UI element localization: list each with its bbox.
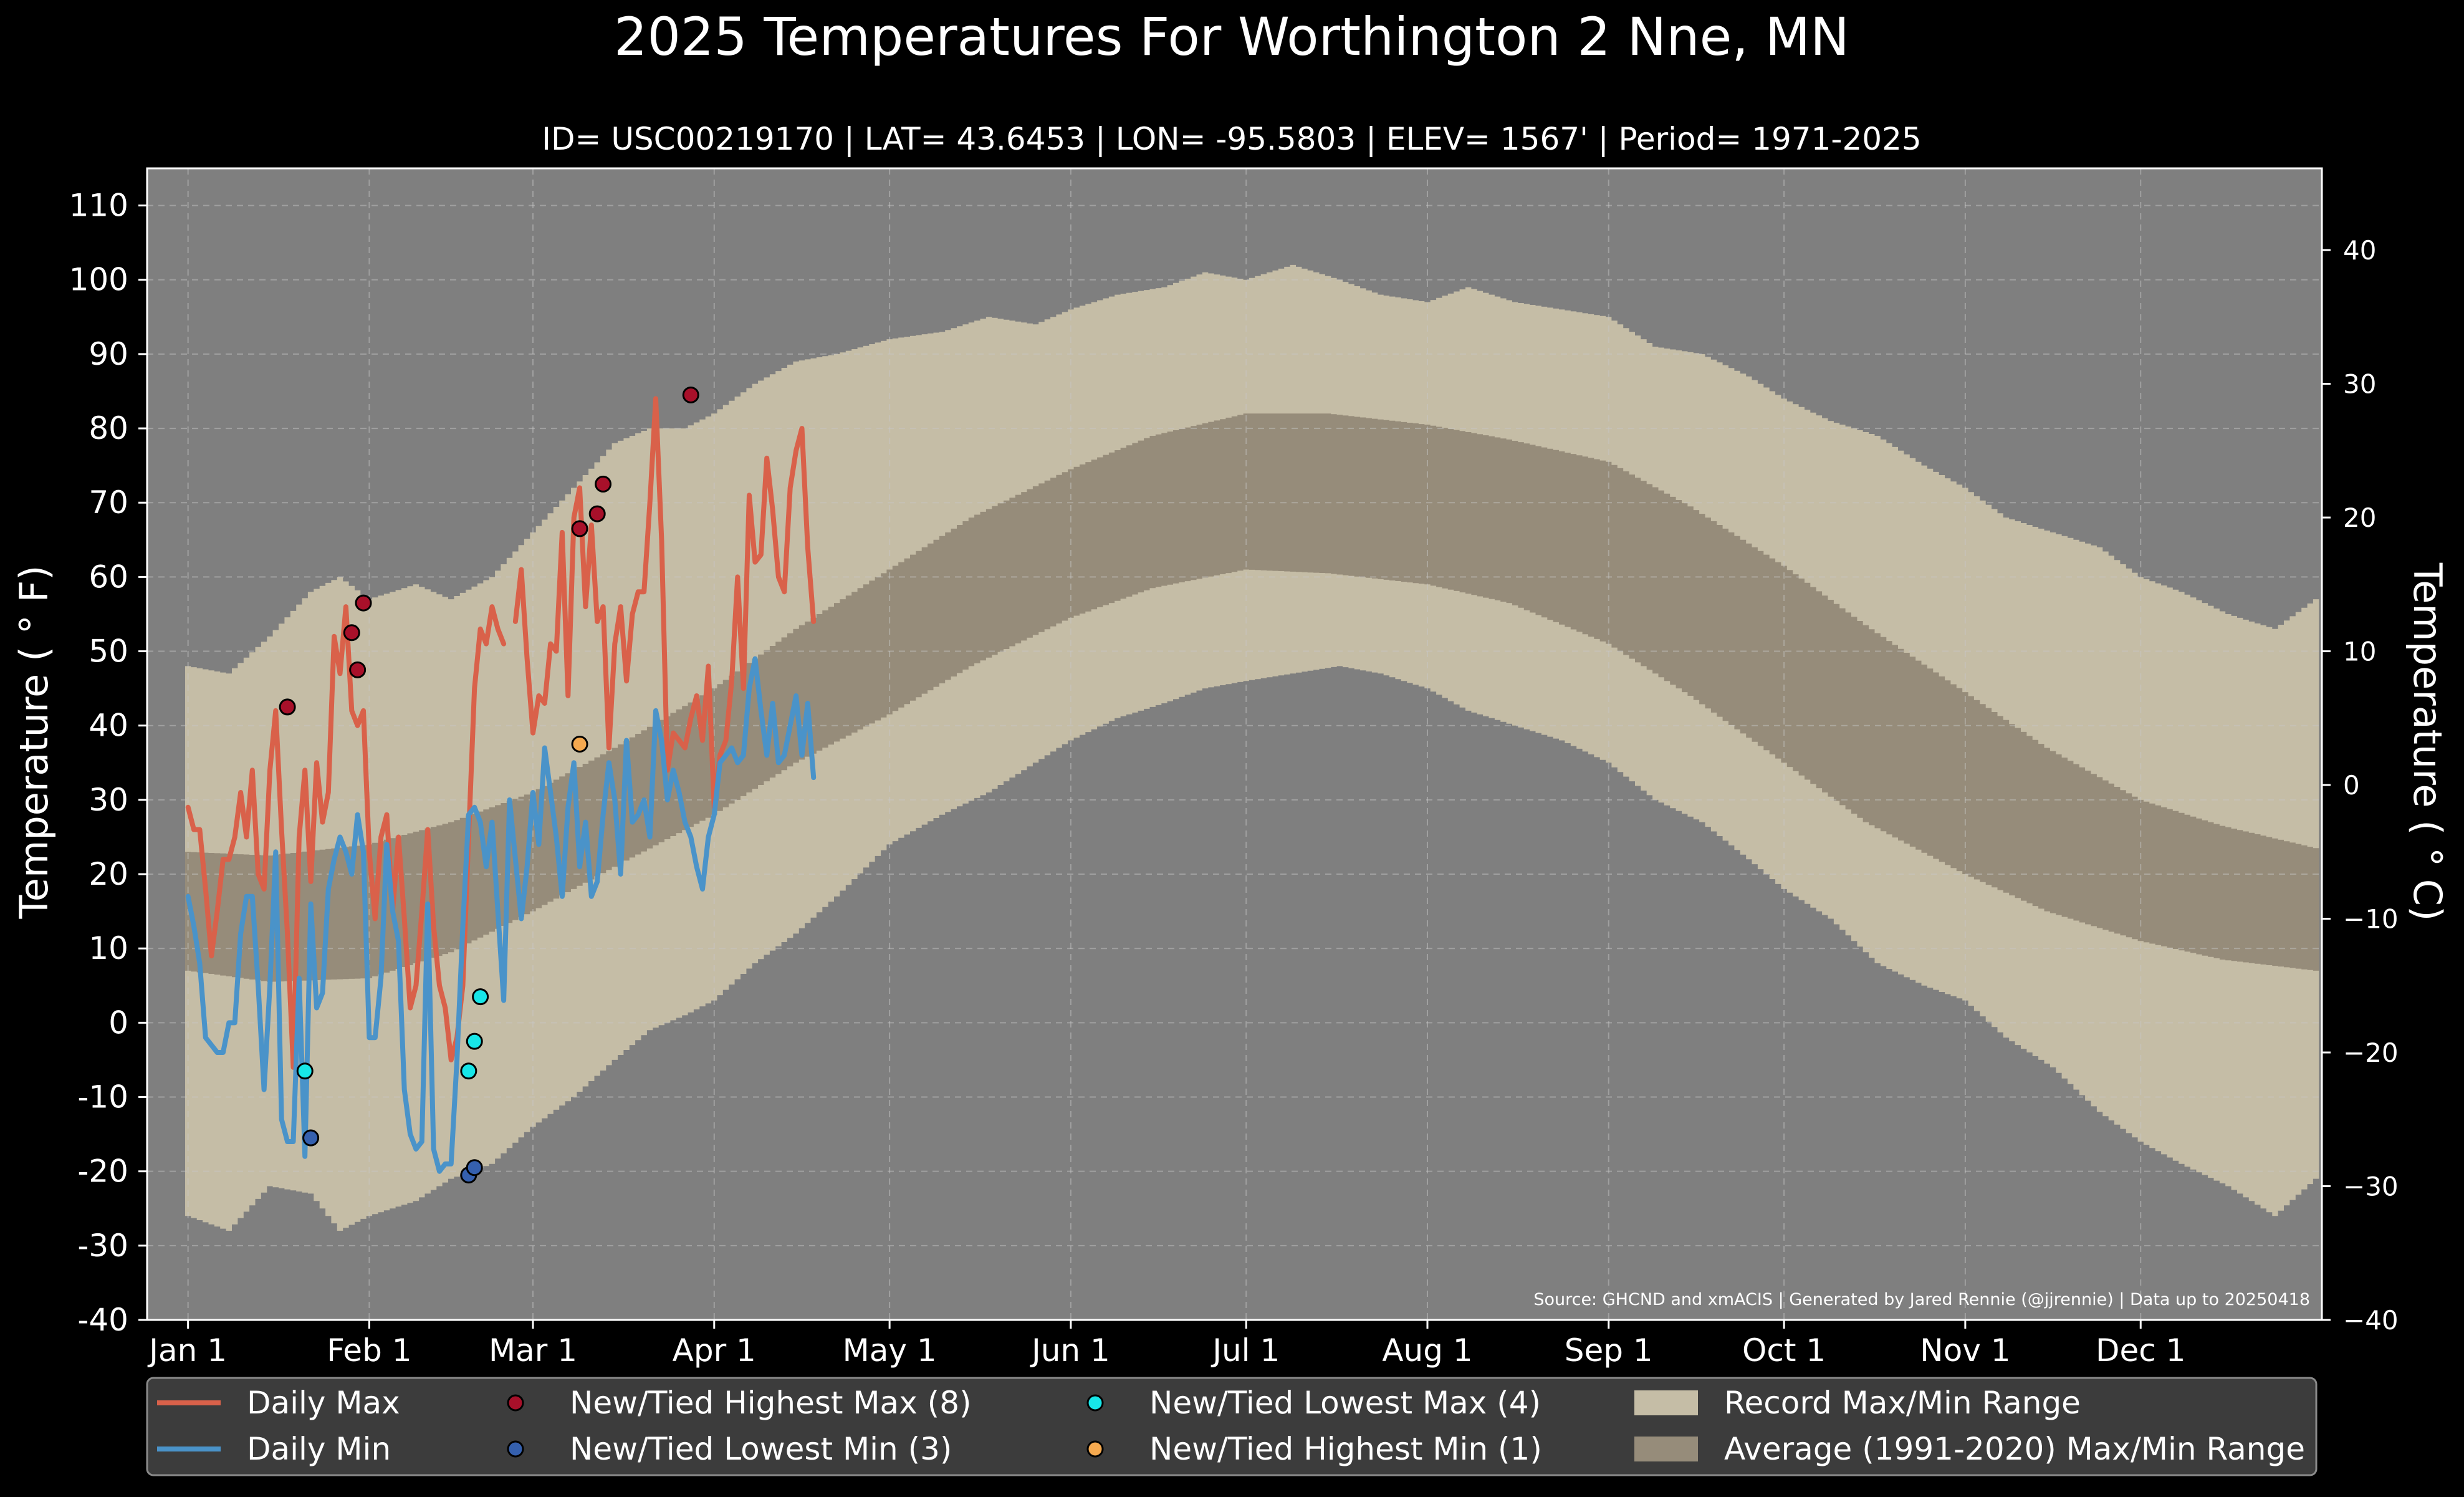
y-tick-label-right: −40	[2343, 1305, 2399, 1336]
y-axis-right: −40 −30 −20 −10 0 10 20 30 40	[2322, 235, 2399, 1336]
normal-range-layer	[185, 413, 2319, 982]
legend-marker-swatch	[507, 1394, 524, 1412]
x-tick-label: Nov 1	[1920, 1332, 2010, 1369]
source-note: Source: GHCND and xmACIS | Generated by …	[1533, 1290, 2310, 1309]
plot-area: Source: GHCND and xmACIS | Generated by …	[146, 167, 2323, 1321]
legend-item: Daily Min	[157, 1431, 391, 1467]
legend: Daily Max Daily Min New/Tied Highest Max (…	[146, 1377, 2318, 1476]
chart-title: 2025 Temperatures For Worthington 2 Nne,…	[614, 6, 1849, 67]
y-tick-label-left: -10	[77, 1079, 128, 1115]
record-marker	[682, 386, 699, 403]
plot-frame	[146, 167, 2323, 1321]
y-tick-label-right: −10	[2343, 904, 2399, 935]
y-tick-label-left: 70	[89, 484, 128, 521]
legend-patch-swatch	[1634, 1437, 1698, 1461]
x-tick-label: Oct 1	[1742, 1332, 1826, 1369]
legend-item: New/Tied Lowest Min (3)	[507, 1431, 952, 1467]
record-marker	[343, 624, 360, 642]
y-tick-label-left: 10	[89, 930, 128, 966]
x-tick-label: Jul 1	[1210, 1332, 1280, 1369]
record-range-layer	[185, 264, 2319, 1231]
y-tick-label-left: 0	[108, 1004, 128, 1041]
record-marker	[302, 1129, 320, 1147]
y-tick-label-left: -40	[77, 1302, 128, 1338]
normal-range-band	[185, 413, 2319, 982]
record-range-band	[185, 264, 2319, 1231]
record-marker	[279, 698, 296, 716]
x-tick-label: Sep 1	[1565, 1332, 1653, 1369]
y-tick-label-left: 30	[89, 782, 128, 818]
legend-marker-swatch	[1086, 1440, 1104, 1458]
record-marker	[349, 661, 367, 678]
legend-item: Record Max/Min Range	[1634, 1385, 2081, 1421]
y-tick-label-right: 30	[2343, 369, 2376, 400]
record-marker	[571, 520, 588, 537]
series-layer	[185, 396, 817, 1174]
legend-label: New/Tied Highest Min (1)	[1149, 1431, 1542, 1467]
y-axis-left-label: Temperature ( ° F)	[11, 566, 57, 920]
x-tick-label: Aug 1	[1382, 1332, 1472, 1369]
series-line-daily-max	[185, 396, 817, 1070]
y-tick-label-left: 110	[69, 188, 128, 224]
legend-item: New/Tied Highest Max (8)	[507, 1385, 972, 1421]
chart-subtitle: ID= USC00219170 | LAT= 43.6453 | LON= -9…	[542, 121, 1921, 157]
legend-item: New/Tied Lowest Max (4)	[1086, 1385, 1541, 1421]
y-tick-label-left: -20	[77, 1153, 128, 1190]
legend-label: Daily Max	[247, 1385, 400, 1421]
legend-label: New/Tied Highest Max (8)	[570, 1385, 972, 1421]
legend-label: Average (1991-2020) Max/Min Range	[1724, 1431, 2305, 1467]
series-line-daily-min	[185, 656, 817, 1174]
y-tick-label-left: 20	[89, 856, 128, 892]
record-marker	[296, 1062, 314, 1080]
y-tick-label-left: 80	[89, 410, 128, 446]
y-tick-label-right: −30	[2343, 1172, 2399, 1202]
legend-label: New/Tied Lowest Max (4)	[1149, 1385, 1541, 1421]
legend-label: New/Tied Lowest Min (3)	[570, 1431, 952, 1467]
legend-item: New/Tied Highest Min (1)	[1086, 1431, 1542, 1467]
y-axis-left: -40 -30 -20 -10 0 10 20 30 40 50 60 70 80 90 100 110	[69, 188, 147, 1338]
y-tick-label-left: 40	[89, 708, 128, 744]
legend-item: Average (1991-2020) Max/Min Range	[1634, 1431, 2305, 1467]
x-tick-label: Jun 1	[1030, 1332, 1110, 1369]
x-tick-label: Feb 1	[327, 1332, 411, 1369]
record-marker	[355, 594, 372, 612]
y-tick-label-right: 40	[2343, 235, 2376, 266]
y-tick-label-left: 100	[69, 262, 128, 298]
y-tick-label-right: −20	[2343, 1037, 2399, 1068]
x-axis: Jan 1 Feb 1 Mar 1 Apr 1 May 1 Jun 1 Jul 1 Aug 1…	[147, 1320, 2185, 1369]
x-tick-label: Jan 1	[147, 1332, 227, 1369]
x-tick-label: Dec 1	[2096, 1332, 2185, 1369]
marker-layer	[279, 386, 699, 1184]
legend-item: Daily Max	[157, 1385, 400, 1421]
x-tick-label: Mar 1	[489, 1332, 577, 1369]
y-tick-label-left: 50	[89, 633, 128, 670]
y-tick-label-right: 0	[2343, 770, 2360, 801]
x-tick-label: Apr 1	[673, 1332, 756, 1369]
y-axis-right-label: Temperature ( ° C)	[2405, 562, 2450, 922]
record-marker	[472, 988, 489, 1006]
y-tick-label-right: 20	[2343, 503, 2376, 533]
record-marker	[571, 736, 588, 753]
y-tick-label-left: -30	[77, 1228, 128, 1264]
x-tick-label: May 1	[843, 1332, 937, 1369]
legend-patch-swatch	[1634, 1390, 1698, 1415]
legend-marker-swatch	[1086, 1394, 1104, 1412]
y-tick-label-left: 60	[89, 559, 128, 595]
record-marker	[466, 1159, 483, 1177]
legend-label: Record Max/Min Range	[1724, 1385, 2081, 1421]
y-tick-label-right: 10	[2343, 637, 2376, 667]
record-marker	[595, 475, 612, 493]
legend-label: Daily Min	[247, 1431, 391, 1467]
record-marker	[460, 1062, 477, 1080]
y-tick-label-left: 90	[89, 336, 128, 372]
legend-box	[146, 1377, 2318, 1476]
legend-marker-swatch	[507, 1440, 524, 1458]
record-marker	[588, 505, 606, 522]
record-marker	[466, 1032, 483, 1050]
